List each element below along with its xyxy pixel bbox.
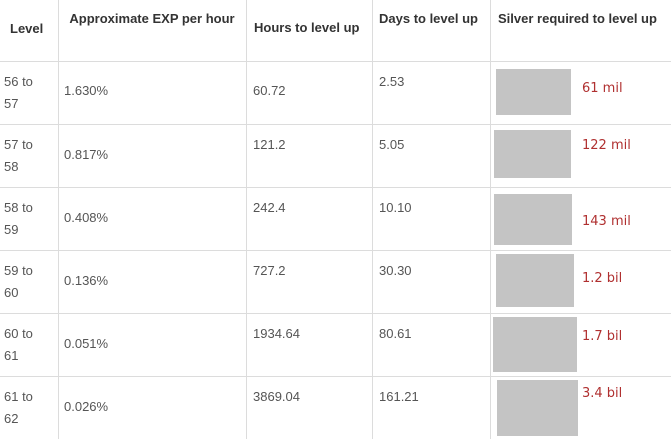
level-range-start: 60 to [4,326,33,341]
row-divider [0,61,671,62]
level-range-end: 61 [4,348,19,363]
days-to-level: 5.05 [379,137,405,152]
hours-to-level: 60.72 [253,83,286,98]
hours-to-level: 121.2 [253,137,286,152]
hours-to-level: 242.4 [253,200,286,215]
column-divider [246,0,247,439]
days-to-level: 30.30 [379,263,412,278]
header-hours-to-level: Hours to level up [254,20,360,35]
level-range-start: 61 to [4,389,33,404]
column-divider [58,0,59,439]
row-divider [0,250,671,251]
exp-per-hour: 0.051% [64,336,109,351]
hours-to-level: 727.2 [253,263,286,278]
silver-swatch [496,69,571,115]
hours-to-level: 3869.04 [253,389,300,404]
silver-swatch [497,380,578,436]
exp-per-hour: 1.630% [64,83,109,98]
silver-required: 1.7 bil [582,329,623,344]
row-divider [0,376,671,377]
level-range-start: 59 to [4,263,33,278]
days-to-level: 161.21 [379,389,419,404]
exp-per-hour: 0.136% [64,273,109,288]
level-range-end: 59 [4,222,19,237]
days-to-level: 10.10 [379,200,412,215]
level-range-start: 57 to [4,137,33,152]
silver-swatch [494,130,571,178]
silver-required: 122 mil [582,138,631,153]
silver-swatch [493,317,577,372]
header-exp-per-hour: Approximate EXP per hour [69,11,235,26]
header-level: Level [10,21,44,36]
column-divider [490,0,491,439]
silver-required: 1.2 bil [582,271,623,286]
row-divider [0,124,671,125]
exp-per-hour: 0.408% [64,210,109,225]
silver-required: 61 mil [582,81,623,96]
column-divider [372,0,373,439]
level-range-start: 56 to [4,74,33,89]
level-range-end: 62 [4,411,19,426]
exp-per-hour: 0.817% [64,147,109,162]
silver-swatch [494,194,572,245]
row-divider [0,313,671,314]
silver-swatch [496,254,574,307]
days-to-level: 2.53 [379,74,405,89]
level-range-end: 57 [4,96,19,111]
silver-required: 3.4 bil [582,386,623,401]
level-range-start: 58 to [4,200,33,215]
silver-required: 143 mil [582,214,631,229]
hours-to-level: 1934.64 [253,326,300,341]
exp-per-hour: 0.026% [64,399,109,414]
days-to-level: 80.61 [379,326,412,341]
row-divider [0,187,671,188]
level-range-end: 58 [4,159,19,174]
header-silver-required: Silver required to level up [498,11,657,26]
level-range-end: 60 [4,285,19,300]
header-days-to-level: Days to level up [379,11,478,26]
